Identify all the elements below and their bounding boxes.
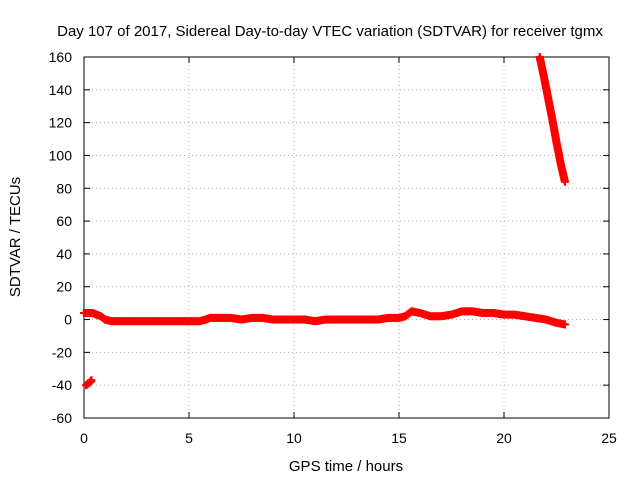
grid-lines [84, 57, 609, 418]
y-tick-label: -20 [52, 344, 72, 360]
data-point [560, 177, 569, 186]
y-tick-label: 160 [49, 49, 73, 65]
x-axis-title: GPS time / hours [289, 458, 403, 475]
data-point [87, 376, 96, 385]
x-tick-label: 0 [80, 430, 88, 446]
x-tick-label: 15 [391, 430, 407, 446]
y-tick-label: -40 [52, 377, 72, 393]
x-tick-label: 25 [601, 430, 617, 446]
y-tick-label: -60 [52, 410, 72, 426]
x-tick-label: 10 [286, 430, 302, 446]
y-tick-label: 60 [56, 213, 72, 229]
data-points [80, 53, 569, 390]
plot-area-frame [83, 56, 610, 419]
y-axis-title: SDTVAR / TECUs [7, 177, 24, 297]
chart-title: Day 107 of 2017, Sidereal Day-to-day VTE… [57, 23, 603, 40]
x-tick-label: 5 [185, 430, 193, 446]
x-tick-label: 20 [496, 430, 512, 446]
y-tick-label: 0 [64, 312, 72, 328]
axis-ticks: 0 5 10 15 20 25 -60 -40 -20 0 20 40 60 80 100 120 140 160 [49, 49, 617, 446]
y-tick-label: 100 [49, 147, 73, 163]
y-tick-label: 80 [56, 180, 72, 196]
data-point [560, 320, 569, 329]
y-tick-label: 20 [56, 279, 72, 295]
y-tick-label: 40 [56, 246, 72, 262]
y-tick-label: 140 [49, 82, 73, 98]
y-tick-label: 120 [49, 115, 73, 131]
